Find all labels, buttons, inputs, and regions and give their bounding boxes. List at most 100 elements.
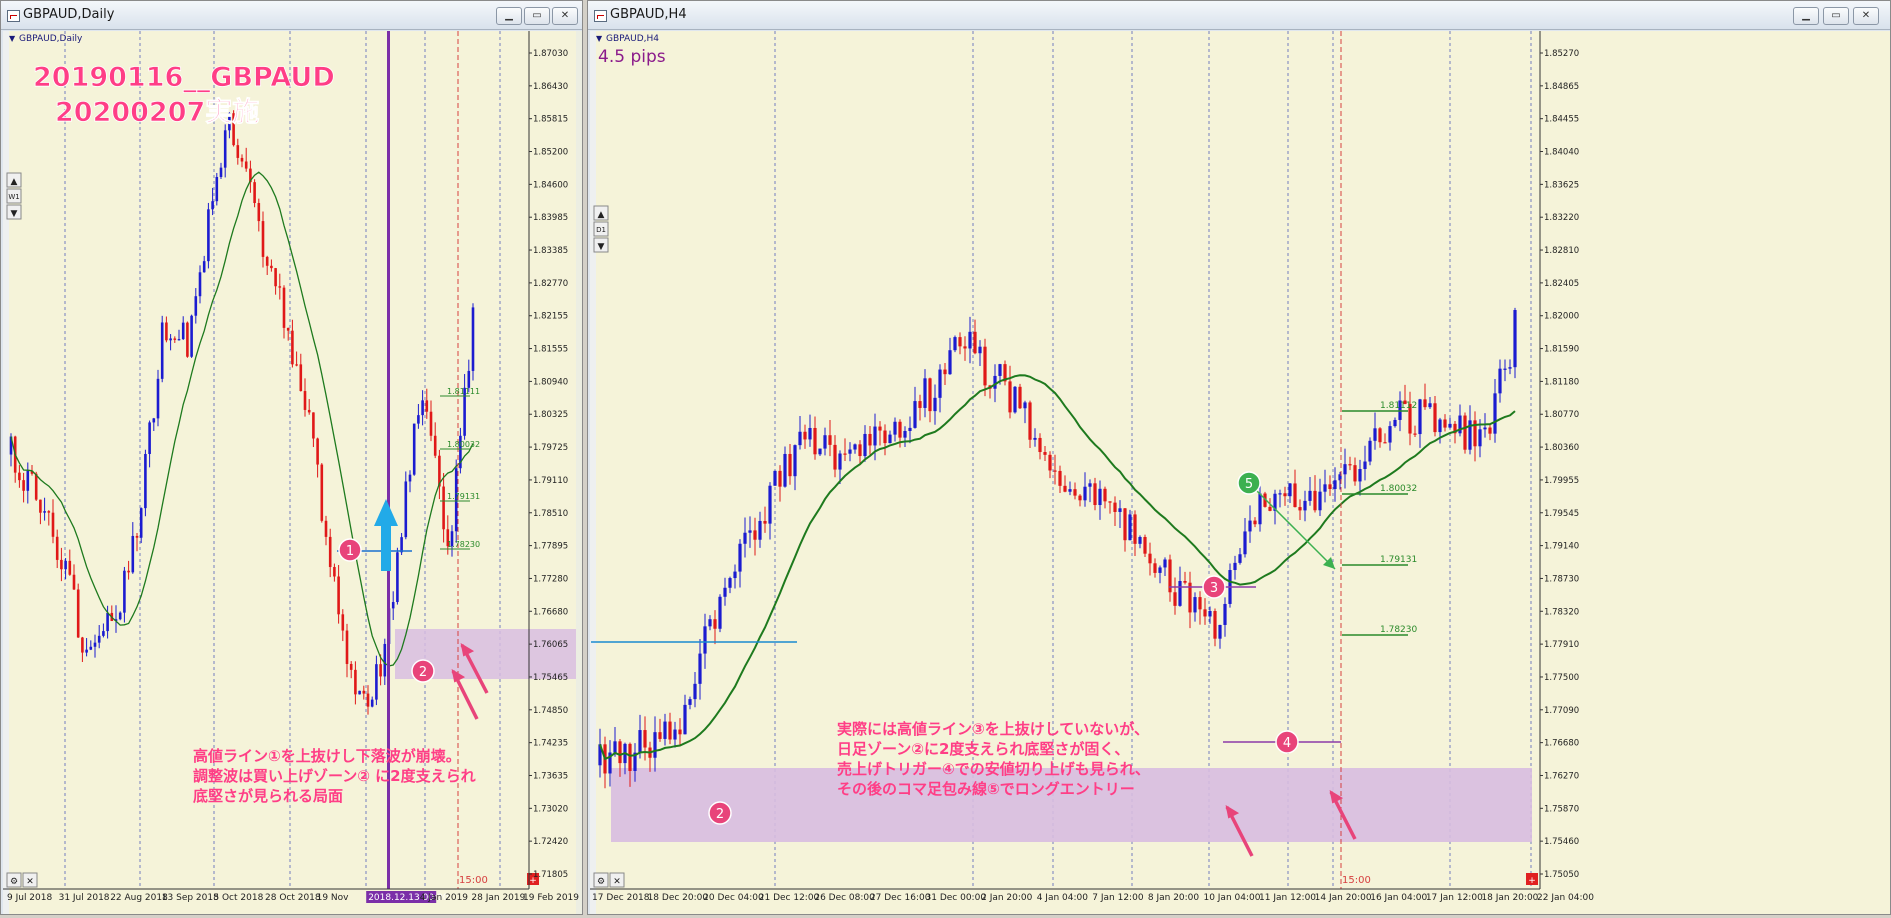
marker-label: 4 — [1283, 736, 1291, 751]
bear-candle — [678, 729, 682, 735]
bull-candle — [223, 130, 227, 168]
h4-chart[interactable]: 1.81112 1.80032 1.79131 1.78230 3 4 5 2 — [590, 31, 1890, 914]
period-button[interactable] — [6, 188, 22, 204]
bull-candle — [1223, 603, 1227, 625]
tools-button[interactable] — [6, 872, 22, 888]
bull-candle — [1128, 514, 1132, 541]
bear-candle — [1313, 490, 1317, 511]
close-button[interactable]: ✕ — [1853, 7, 1879, 25]
bear-candle — [1038, 437, 1042, 453]
level-label: 1.80032 — [1380, 484, 1417, 494]
bear-candle — [282, 287, 286, 328]
bull-candle — [408, 474, 412, 482]
x-tick-label: 4 Jan 2019 — [420, 893, 468, 903]
bull-candle — [608, 752, 612, 774]
bear-candle — [1293, 483, 1297, 508]
bear-candle — [833, 444, 837, 470]
bull-candle — [114, 619, 118, 621]
bear-candle — [433, 435, 437, 456]
bull-candle — [1478, 429, 1482, 447]
bear-candle — [1168, 559, 1172, 593]
marker-label: 2 — [716, 807, 724, 822]
note-line-3: 売上げトリガー④での安値切り上げも見られ、 — [837, 760, 1150, 778]
red-corner-button[interactable] — [527, 873, 539, 885]
scroll-down-button[interactable] — [593, 237, 609, 253]
bear-candle — [1433, 403, 1437, 433]
x-tick-label: 31 Jul 2018 — [59, 893, 110, 903]
bull-candle — [93, 642, 97, 647]
scroll-up-button[interactable] — [593, 205, 609, 221]
tools-button[interactable] — [593, 872, 609, 888]
close-chart-button[interactable] — [609, 872, 625, 888]
bull-candle — [106, 612, 109, 632]
y-tick-label: 1.79545 — [1544, 509, 1579, 519]
bear-candle — [1423, 399, 1427, 408]
bull-candle — [215, 176, 219, 202]
marker-2: 2 — [411, 659, 435, 683]
bear-candle — [1078, 495, 1082, 501]
bull-candle — [743, 532, 747, 544]
x-tick-label: 4 Jan 04:00 — [1037, 893, 1089, 903]
y-tick-label: 1.79110 — [533, 476, 568, 486]
bear-candle — [858, 444, 862, 457]
y-tick-label: 1.81555 — [533, 345, 568, 355]
daily-zone-2 — [611, 768, 1532, 842]
minimize-button[interactable]: ▁ — [496, 7, 522, 25]
x-tick-label: 28 Jan 2019 — [471, 893, 525, 903]
bull-candle — [211, 201, 214, 210]
bull-candle — [454, 468, 458, 532]
x-tick-label: 19 Feb 2019 — [523, 893, 579, 903]
bear-candle — [1488, 427, 1492, 434]
time-marker-label: 15:00 — [459, 875, 488, 886]
bear-candle — [1283, 493, 1287, 497]
close-button[interactable]: ✕ — [552, 7, 578, 25]
chart-left-strip — [3, 31, 9, 914]
bull-candle — [693, 683, 697, 700]
bull-candle — [85, 649, 88, 653]
bear-candle — [1353, 465, 1357, 482]
y-tick-label: 1.85270 — [1544, 49, 1579, 59]
bull-candle — [198, 272, 202, 297]
bull-candle — [1333, 480, 1337, 489]
x-tick-label: 31 Dec 00:00 — [926, 893, 987, 903]
bull-candle — [768, 485, 772, 524]
x-tick-label: 5 Oct 2018 — [213, 893, 263, 903]
tools-icon: ⚙ — [10, 877, 18, 887]
bear-candle — [1298, 507, 1302, 511]
bull-candle — [663, 721, 667, 739]
bear-candle — [1063, 485, 1067, 492]
scroll-up-button[interactable] — [6, 172, 22, 188]
period-button[interactable] — [593, 221, 609, 237]
chart-background — [590, 31, 1890, 914]
bull-candle — [903, 430, 907, 438]
bull-candle — [598, 744, 602, 766]
scroll-down-button[interactable] — [6, 204, 22, 220]
bear-candle — [442, 486, 445, 530]
bull-candle — [1033, 437, 1037, 440]
bull-candle — [793, 445, 797, 477]
moving-average-line — [599, 374, 1516, 761]
period-button-label: D1 — [596, 226, 606, 234]
bull-candle — [1393, 419, 1397, 427]
maximize-button[interactable]: ▭ — [524, 7, 550, 25]
bear-candle — [291, 330, 294, 365]
bear-candle — [51, 512, 55, 537]
y-tick-label: 1.79725 — [533, 443, 568, 453]
bear-candle — [127, 570, 130, 573]
bear-candle — [34, 473, 38, 500]
close-chart-button[interactable] — [22, 872, 38, 888]
y-tick-label: 1.83625 — [1544, 180, 1579, 190]
minimize-button[interactable]: ▁ — [1793, 7, 1819, 25]
maximize-button[interactable]: ▭ — [1823, 7, 1849, 25]
bull-candle — [1138, 536, 1142, 544]
x-tick-label: 2 Jan 20:00 — [981, 893, 1033, 903]
red-corner-button[interactable] — [1526, 873, 1538, 885]
bear-candle — [713, 619, 717, 629]
chart-icon — [7, 10, 20, 22]
bear-candle — [1018, 386, 1022, 409]
daily-chart[interactable]: 1.81111 1.80032 1.79131 1.78230 1 2 ▼ GB… — [3, 31, 582, 914]
arrow-down-icon: ▼ — [11, 209, 18, 219]
marker-4: 4 — [1275, 730, 1299, 754]
bear-candle — [918, 401, 922, 408]
time-highlight — [366, 891, 437, 903]
